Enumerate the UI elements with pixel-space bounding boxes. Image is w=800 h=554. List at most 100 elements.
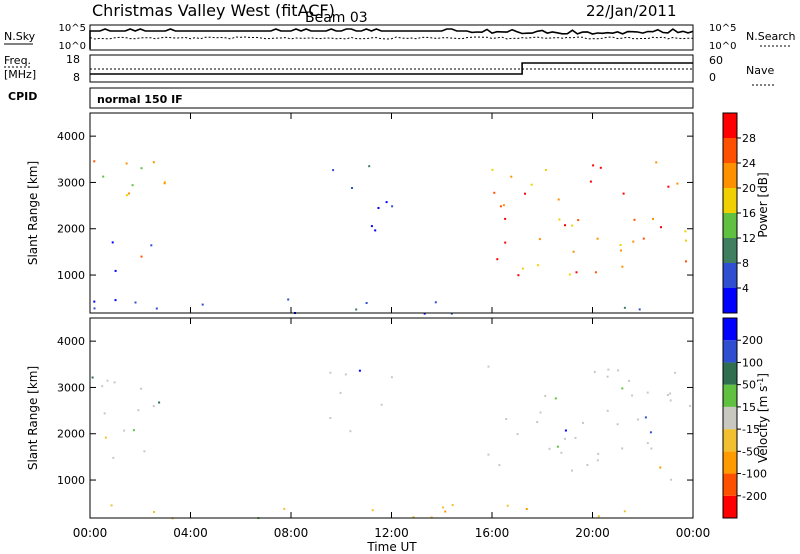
heatmap-cell <box>586 464 589 466</box>
colorbar-swatch <box>723 238 737 263</box>
heatmap-cell <box>619 244 622 246</box>
heatmap-cell <box>530 183 533 186</box>
freq-label-2: [MHz] <box>4 68 36 81</box>
heatmap-cell <box>491 168 494 171</box>
heatmap-cell <box>548 447 551 450</box>
heatmap-cell <box>365 302 368 304</box>
freq-label-1: Freq. <box>4 54 31 67</box>
heatmap-cell <box>632 240 635 243</box>
heatmap-cell <box>631 394 634 397</box>
heatmap-cell <box>155 307 158 310</box>
heatmap-cell <box>371 509 374 512</box>
heatmap-cell <box>676 182 679 185</box>
heatmap-cell <box>493 191 496 194</box>
velocity-colorbar-label: Velocity [m s-1] <box>756 373 771 463</box>
colorbar-tick-label: -100 <box>742 468 767 481</box>
heatmap-cell <box>510 175 513 178</box>
heatmap-cell <box>434 301 437 304</box>
heatmap-cell <box>140 167 143 170</box>
heatmap-cell <box>102 175 105 178</box>
heatmap-cell <box>649 431 652 434</box>
heatmap-cell <box>623 306 626 309</box>
heatmap-cell <box>442 506 444 509</box>
heatmap-cell <box>140 255 143 258</box>
heatmap-cell <box>502 204 505 207</box>
heatmap-cell <box>524 192 526 195</box>
heatmap-cell <box>560 451 563 454</box>
velocity-heatmap <box>91 365 691 520</box>
time-axis: 00:00 04:00 08:00 12:00 16:00 20:00 00:00 <box>73 113 711 540</box>
heatmap-cell <box>287 298 290 301</box>
y-tick-label: 3000 <box>57 381 85 394</box>
heatmap-cell <box>91 376 94 379</box>
heatmap-cell <box>544 394 547 397</box>
nsky-label: N.Sky <box>4 30 36 43</box>
heatmap-cell <box>114 299 117 302</box>
colorbar-tick-label: 8 <box>742 257 749 270</box>
heatmap-cell <box>685 260 687 263</box>
heatmap-cell <box>568 273 571 276</box>
heatmap-cell <box>538 238 541 241</box>
heatmap-cell <box>506 504 509 507</box>
heatmap-cell <box>351 187 353 189</box>
nsky-trace <box>89 28 694 49</box>
heatmap-cell <box>339 391 342 394</box>
time-tick-label: 04:00 <box>173 526 208 540</box>
heatmap-cell <box>689 404 691 407</box>
heatmap-cell <box>423 312 426 315</box>
nave-tick-bottom: 0 <box>709 71 716 84</box>
heatmap-cell <box>669 399 672 402</box>
power-panel-frame <box>89 112 694 314</box>
heatmap-cell <box>137 409 140 412</box>
heatmap-cell <box>622 192 625 195</box>
heatmap-cell <box>496 258 499 261</box>
colorbar-swatch <box>723 213 737 238</box>
heatmap-cell <box>283 507 286 510</box>
heatmap-cell <box>349 430 352 433</box>
velocity-y-axis: 1000 2000 3000 4000 <box>57 335 693 487</box>
colorbar-swatch <box>723 451 737 474</box>
power-colorbar: 28 24 20 16 12 8 4 <box>722 112 756 314</box>
heatmap-cell <box>633 218 636 221</box>
time-tick-label: 00:00 <box>676 526 711 540</box>
heatmap-cell <box>163 181 166 184</box>
heatmap-cell <box>525 508 528 510</box>
y-tick-label: 3000 <box>57 176 85 189</box>
colorbar-tick-label: 100 <box>742 356 763 369</box>
heatmap-cell <box>574 437 577 439</box>
heatmap-cell <box>104 436 107 439</box>
heatmap-cell <box>558 218 561 221</box>
heatmap-cell <box>669 392 672 395</box>
heatmap-cell <box>556 445 559 448</box>
date-label: 22/Jan/2011 <box>586 2 677 20</box>
heatmap-cell <box>368 165 371 168</box>
freq-panel <box>89 54 694 83</box>
heatmap-cell <box>684 239 687 242</box>
nsky-panel <box>89 24 694 51</box>
nsearch-tick-bottom: 10^0 <box>709 41 736 52</box>
heatmap-cell <box>358 369 361 372</box>
heatmap-cell <box>143 450 146 453</box>
colorbar-tick-label: 24 <box>742 157 756 170</box>
y-tick-label: 4000 <box>57 130 85 143</box>
y-tick-label: 4000 <box>57 335 85 348</box>
heatmap-cell <box>332 169 335 172</box>
colorbar-tick-label: 200 <box>742 334 763 347</box>
heatmap-cell <box>620 249 622 252</box>
colorbar-tick-label: -15 <box>742 423 760 436</box>
heatmap-cell <box>571 469 573 472</box>
power-y-axis: 1000 2000 3000 4000 <box>57 130 693 282</box>
heatmap-cell <box>498 464 501 467</box>
heatmap-cell <box>606 409 609 412</box>
heatmap-cell <box>158 401 161 404</box>
heatmap-cell <box>380 403 383 406</box>
heatmap-cell <box>131 184 134 187</box>
heatmap-cell <box>623 510 626 513</box>
heatmap-cell <box>152 405 155 408</box>
heatmap-cell <box>575 271 578 274</box>
colorbar-swatch <box>723 429 737 452</box>
colorbar-tick-label: 50 <box>742 379 756 392</box>
heatmap-cell <box>128 192 130 195</box>
power-heatmap <box>93 160 687 315</box>
heatmap-cell <box>582 421 584 424</box>
